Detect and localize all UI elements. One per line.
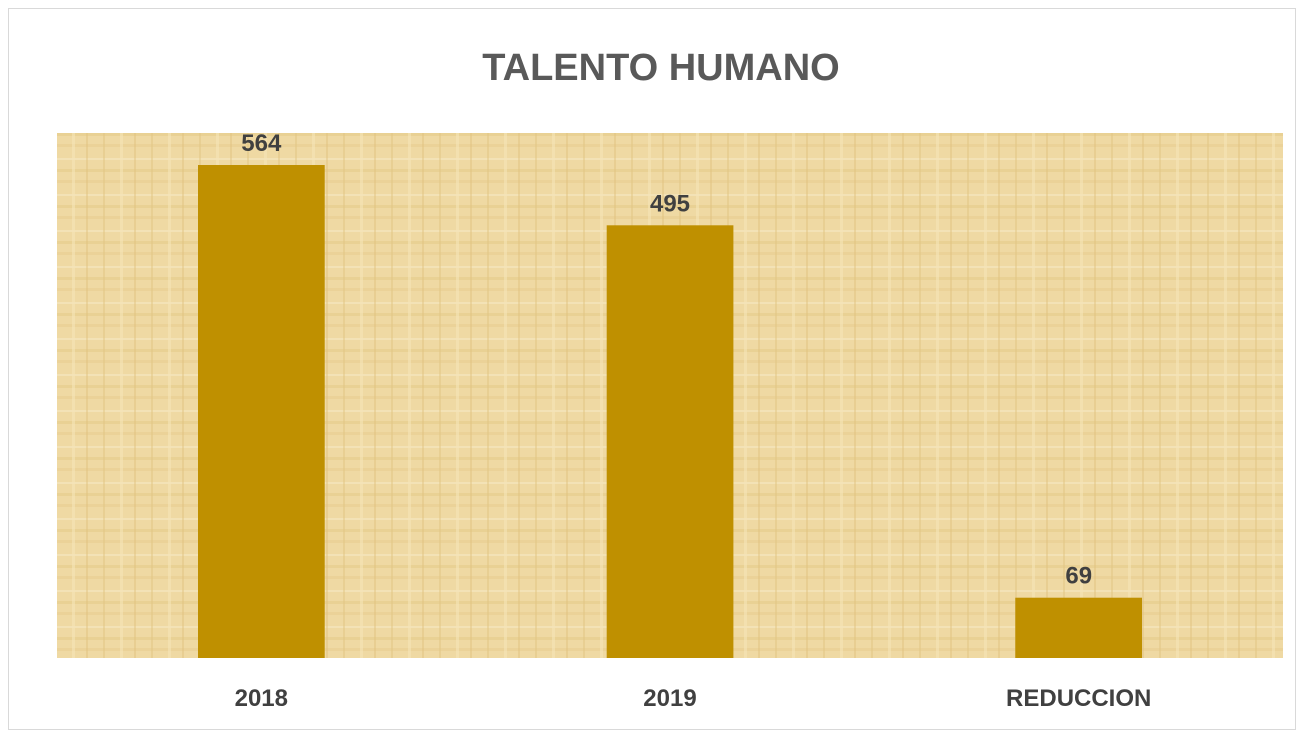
chart-title: TALENTO HUMANO bbox=[482, 47, 839, 89]
x-tick-label-reduccion: REDUCCION bbox=[1006, 685, 1151, 712]
bar-2018 bbox=[198, 165, 325, 658]
x-axis-ticks: 2018 2019 REDUCCION bbox=[235, 685, 1152, 712]
bar-reduccion bbox=[1015, 597, 1142, 658]
bars-group bbox=[198, 165, 1142, 659]
data-label-2019: 495 bbox=[650, 190, 690, 217]
data-labels-group: 564 495 69 bbox=[241, 130, 1092, 590]
bar-2019 bbox=[606, 225, 734, 659]
data-label-2018: 564 bbox=[241, 130, 282, 157]
x-tick-label-2018: 2018 bbox=[235, 685, 288, 712]
x-tick-label-2019: 2019 bbox=[643, 685, 696, 712]
data-label-reduccion: 69 bbox=[1065, 563, 1092, 590]
